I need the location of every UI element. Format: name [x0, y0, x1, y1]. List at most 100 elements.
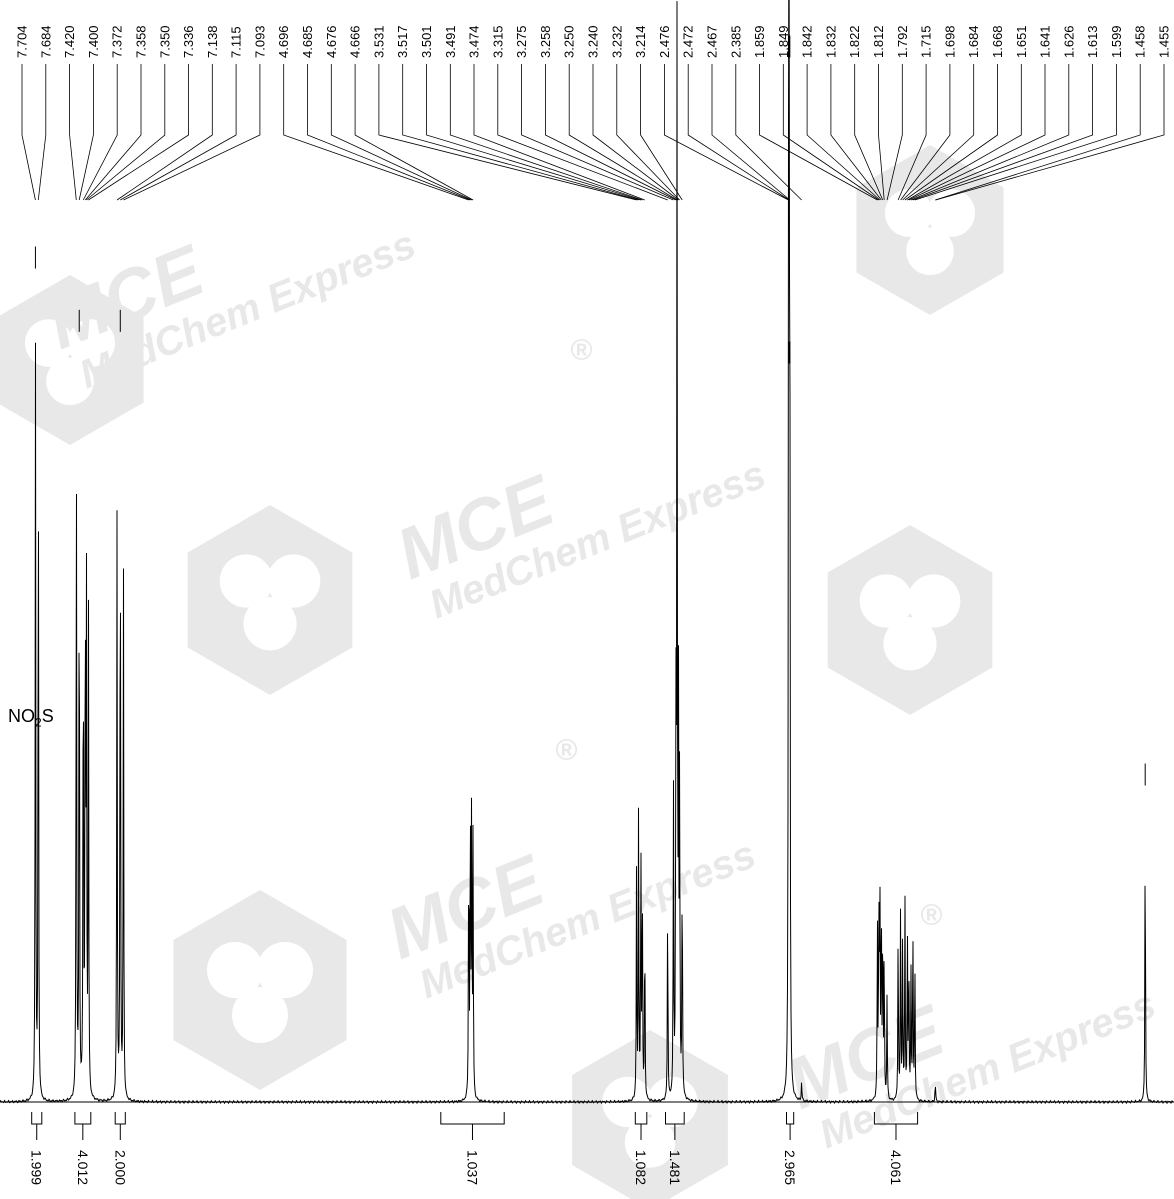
peak-connector: [908, 64, 1046, 201]
integral-bracket: [114, 1112, 126, 1125]
peak-label: 3.258: [538, 25, 553, 58]
peak-connector: [123, 64, 261, 201]
peak-label: 1.599: [1109, 25, 1124, 58]
integral-value: 1.481: [667, 1150, 683, 1185]
peak-label: 1.822: [847, 25, 862, 58]
peak-label: 1.668: [990, 25, 1005, 58]
peak-connector: [497, 64, 668, 201]
integral: 2.965: [782, 1112, 798, 1185]
integral-bracket: [786, 1112, 795, 1125]
peak-label: 4.696: [276, 25, 291, 58]
integral: 1.481: [665, 1112, 685, 1185]
peak-connector: [910, 64, 1070, 201]
peak-label: 3.491: [443, 25, 458, 58]
peak-label: 1.613: [1085, 25, 1100, 58]
integral-layer: 1.999 4.012 2.000 1.037 1.082 1.481 2.965 4.061: [29, 1112, 919, 1185]
peak-label: 1.849: [776, 25, 791, 58]
peak-label: 2.385: [728, 25, 743, 58]
peak-connector: [307, 64, 471, 201]
integral-value: 1.082: [633, 1150, 649, 1185]
integral-bracket: [440, 1112, 505, 1125]
integral-value: 1.037: [465, 1150, 481, 1185]
peak-label: 3.315: [490, 25, 505, 58]
peak-label: 1.792: [895, 25, 910, 58]
peak-connector-layer: [21, 64, 1165, 201]
peak-connector: [935, 64, 1141, 201]
peak-connector: [759, 64, 878, 201]
peak-connector: [914, 64, 1117, 201]
peak-label: 4.676: [324, 25, 339, 58]
peak-connector: [78, 64, 94, 201]
integral: 4.012: [74, 1112, 92, 1185]
peak-connector: [21, 64, 36, 201]
peak-connector: [782, 64, 880, 201]
peak-label: 1.641: [1038, 25, 1053, 58]
watermark-logo-icon: [856, 145, 1004, 315]
formula-suffix: S: [41, 706, 54, 726]
peak-label: 7.138: [205, 25, 220, 58]
peak-connector: [354, 64, 474, 201]
peak-label: 2.476: [657, 25, 672, 58]
peak-connector: [900, 64, 951, 201]
peak-label: 7.420: [62, 25, 77, 58]
peak-label: 1.684: [966, 25, 981, 58]
peak-connector: [854, 64, 884, 201]
peak-connector: [82, 64, 118, 201]
integral-value: 4.012: [75, 1150, 91, 1185]
peak-label: 1.698: [942, 25, 957, 58]
formula-subscript: 2: [35, 715, 42, 730]
peak-label: 1.812: [871, 25, 886, 58]
peak-label: 2.472: [681, 25, 696, 58]
peak-connector: [521, 64, 674, 201]
peak-connector: [886, 64, 903, 201]
peak-connector: [568, 64, 678, 201]
peak-label: 7.704: [15, 25, 30, 58]
peak-connector: [735, 64, 802, 201]
watermark-logo-icon: [173, 890, 347, 1090]
peak-label: 7.358: [134, 25, 149, 58]
peak-connector: [935, 64, 1165, 201]
peak-label: 3.501: [419, 25, 434, 58]
peak-label: 3.250: [562, 25, 577, 58]
peak-label: 3.517: [395, 25, 410, 58]
peak-connector: [120, 64, 237, 201]
watermark-logo-icon: [827, 525, 993, 715]
peak-label: 7.372: [110, 25, 125, 58]
watermark-registered-mark: ®: [555, 734, 578, 767]
peak-label: 7.093: [252, 25, 267, 58]
peak-label: 1.626: [1061, 25, 1076, 58]
peak-connector: [449, 64, 643, 201]
peak-label: 7.115: [229, 26, 244, 58]
peak-label: 1.455: [1157, 25, 1172, 58]
peak-label: 1.842: [800, 25, 815, 58]
peak-label: 7.350: [157, 25, 172, 58]
integral: 1.037: [440, 1112, 505, 1185]
peak-label: 1.715: [919, 25, 934, 58]
peak-connector: [616, 64, 680, 201]
peak-label: 3.275: [514, 25, 529, 58]
peak-connector: [897, 64, 927, 201]
molecular-formula: NO2S: [8, 706, 54, 730]
peak-connector: [378, 64, 637, 201]
peak-label: 1.651: [1014, 25, 1029, 58]
peak-label: 1.832: [823, 25, 838, 58]
peak-label: 1.859: [752, 25, 767, 58]
peak-connector: [283, 64, 469, 201]
peak-connector: [592, 64, 679, 201]
peak-label: 4.685: [300, 25, 315, 58]
integral-bracket: [31, 1112, 43, 1125]
integral: 1.082: [633, 1112, 649, 1185]
peak-connector: [664, 64, 789, 201]
integral: 4.061: [873, 1112, 919, 1185]
peak-label: 7.336: [181, 25, 196, 58]
watermark-logo-icon: [187, 505, 353, 695]
peak-label: 4.666: [348, 25, 363, 58]
peak-label: 3.474: [467, 25, 482, 58]
peak-connector: [687, 64, 790, 201]
peak-label: 1.458: [1133, 25, 1148, 58]
formula-prefix: NO: [8, 706, 35, 726]
